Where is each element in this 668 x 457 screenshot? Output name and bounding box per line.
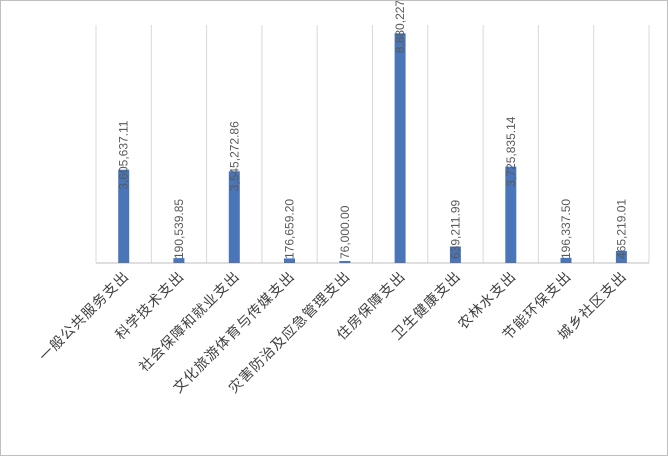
data-label: 3,545,272.86 xyxy=(227,121,241,191)
x-tick-label: 社会保障和就业支出 xyxy=(136,269,243,376)
data-label: 76,000.00 xyxy=(338,205,352,259)
bar xyxy=(228,171,240,263)
bar xyxy=(118,169,130,263)
data-label-layer: 3,605,637.11 190,539.85 3,545,272.86 176,65… xyxy=(117,1,629,259)
data-label: 196,337.50 xyxy=(559,199,573,259)
bar xyxy=(284,258,295,263)
bar xyxy=(449,246,461,263)
grid-layer xyxy=(95,25,650,263)
data-label: 465,219.01 xyxy=(614,199,628,259)
data-label: 176,659.20 xyxy=(283,199,297,259)
x-tick-layer: 一般公共服务支出科学技术支出社会保障和就业支出文化旅游体育与传媒支出灾害防治及应… xyxy=(36,268,630,397)
x-tick-label: 一般公共服务支出 xyxy=(36,269,132,365)
data-label: 8,880,227 xyxy=(393,1,407,53)
data-label: 190,539.85 xyxy=(172,199,186,259)
bar xyxy=(173,258,185,263)
bar xyxy=(505,166,517,263)
bar xyxy=(394,33,406,263)
bar xyxy=(615,251,627,263)
data-label: 639,211.99 xyxy=(448,200,462,259)
data-label: 3,605,637.11 xyxy=(117,120,131,190)
data-label: 3,725,835.14 xyxy=(504,116,518,186)
bar-layer xyxy=(118,33,627,263)
bar xyxy=(560,257,572,263)
bar xyxy=(339,261,351,263)
